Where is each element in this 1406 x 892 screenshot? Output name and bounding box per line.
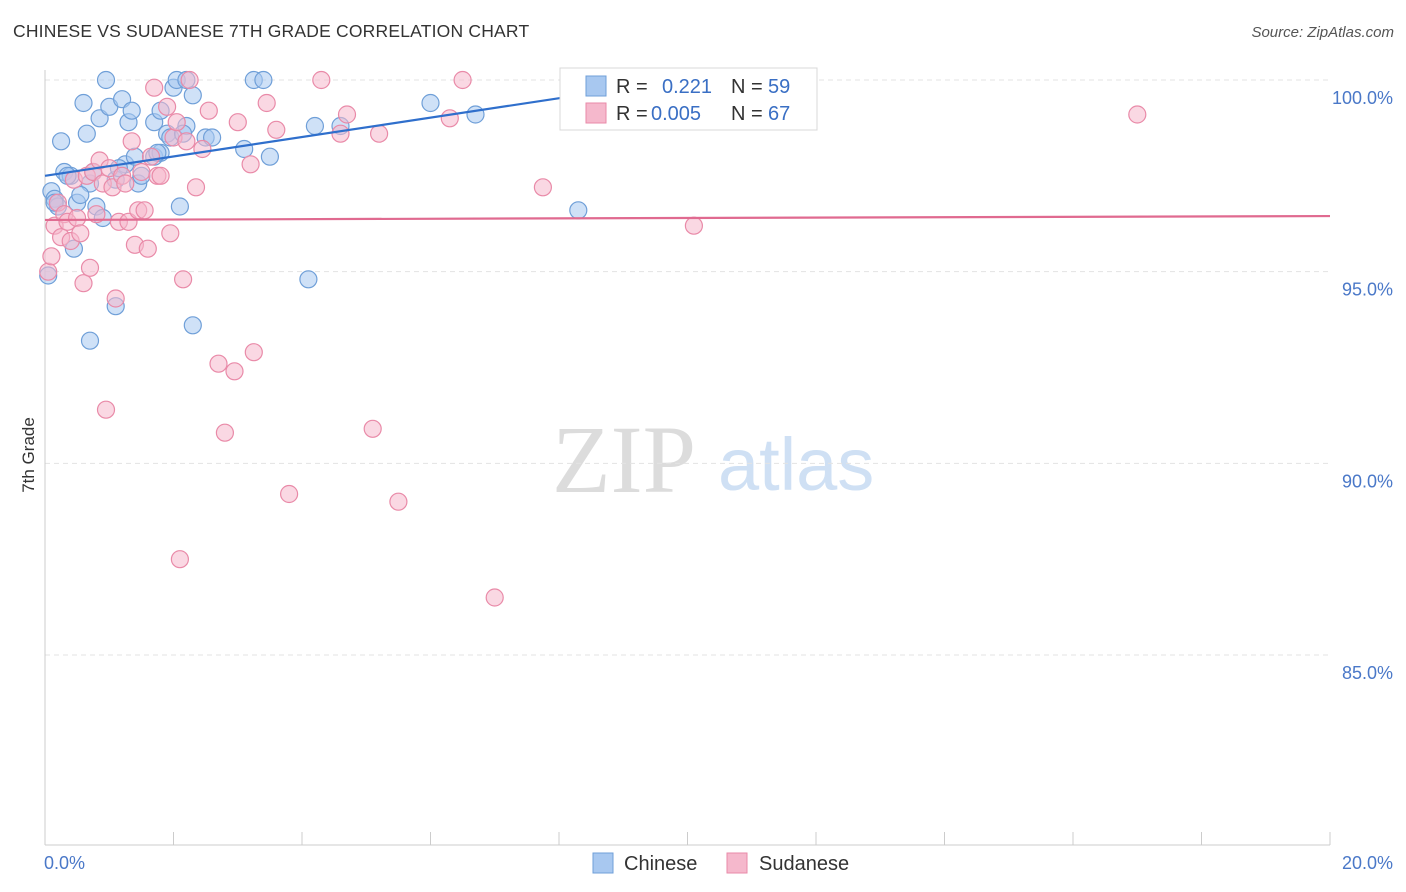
chinese-point [299, 270, 318, 289]
chinese-point [183, 86, 202, 105]
chinese-point [96, 70, 116, 90]
x-tick-label: 20.0% [1342, 853, 1393, 873]
sudanese-point [228, 113, 247, 132]
chinese-point [466, 105, 485, 124]
legend-chinese-swatch [592, 852, 614, 874]
sudanese-point [132, 162, 151, 182]
chinese-swatch [585, 75, 607, 97]
sudanese-trend-line [44, 214, 1331, 222]
axes: 100.0% 95.0% 90.0% 85.0% 0.0% 20.0% [44, 70, 1393, 873]
sudanese-n-label: N = [731, 103, 763, 125]
y-tick-label: 100.0% [1332, 88, 1393, 108]
sudanese-point [337, 105, 357, 124]
sudanese-point [174, 270, 193, 289]
y-tick-label: 85.0% [1342, 663, 1393, 683]
chinese-point [170, 197, 189, 216]
series-legend: Chinese Sudanese [592, 852, 849, 875]
source-credit: Source: ZipAtlas.com [1251, 24, 1394, 41]
y-tick-label: 90.0% [1342, 471, 1393, 491]
data-points [39, 70, 1147, 607]
chinese-point [77, 124, 96, 143]
chinese-point [235, 139, 254, 159]
chinese-trend-line [44, 94, 579, 177]
sudanese-point [96, 400, 116, 419]
sudanese-point [74, 274, 93, 293]
sudanese-point [485, 588, 504, 607]
sudanese-point [170, 550, 189, 569]
sudanese-point [331, 124, 350, 143]
sudanese-point [116, 174, 135, 193]
sudanese-point [106, 289, 125, 308]
sudanese-r-value: 0.005 [651, 103, 701, 125]
x-tick-label: 0.0% [44, 853, 85, 873]
sudanese-point [39, 262, 58, 281]
sudanese-point [209, 354, 228, 373]
sudanese-point [151, 166, 170, 185]
sudanese-point [145, 78, 164, 97]
legend-sudanese-label: Sudanese [759, 853, 849, 875]
chinese-point [254, 70, 273, 90]
chinese-point [305, 116, 324, 136]
chinese-n-label: N = [731, 76, 763, 98]
sudanese-point [225, 362, 244, 381]
sudanese-point [363, 419, 382, 438]
watermark-atlas: atlas [718, 423, 874, 506]
sudanese-point [71, 224, 90, 243]
sudanese-point [141, 147, 161, 166]
chinese-r-label: R = [616, 76, 648, 98]
chinese-point [122, 101, 141, 120]
chinese-point [74, 93, 93, 113]
sudanese-point [138, 239, 157, 258]
chinese-point [51, 132, 71, 151]
sudanese-point [533, 178, 553, 197]
chinese-point [183, 316, 202, 335]
sudanese-point [684, 216, 704, 235]
chinese-point [80, 331, 100, 350]
chinese-point [260, 147, 279, 166]
sudanese-point [186, 178, 206, 197]
sudanese-point [215, 423, 234, 442]
sudanese-point [1128, 105, 1147, 124]
chinese-point [569, 201, 588, 220]
sudanese-point [80, 258, 100, 277]
sudanese-point [280, 484, 299, 504]
chinese-point [71, 185, 90, 205]
sudanese-point [180, 70, 199, 90]
chinese-r-value: 0.221 [662, 76, 712, 98]
sudanese-point [42, 247, 61, 266]
sudanese-point [167, 113, 186, 132]
sudanese-point [161, 224, 180, 243]
legend-chinese-label: Chinese [624, 853, 697, 875]
sudanese-point [244, 343, 263, 362]
sudanese-swatch [585, 102, 607, 124]
sudanese-point [158, 97, 177, 116]
sudanese-point [453, 70, 472, 90]
sudanese-point [177, 132, 196, 151]
trend-lines [44, 94, 1331, 222]
sudanese-r-label: R = [616, 103, 648, 125]
sudanese-point [241, 155, 260, 174]
sudanese-point [389, 492, 408, 511]
sudanese-point [267, 120, 286, 139]
y-axis-label: 7th Grade [19, 417, 38, 493]
chart-title: CHINESE VS SUDANESE 7TH GRADE CORRELATIO… [13, 21, 530, 41]
y-tick-label: 95.0% [1342, 280, 1393, 300]
sudanese-point [257, 93, 276, 113]
sudanese-point [312, 70, 331, 90]
stats-legend: R = 0.221 N = 59 R = 0.005 N = 67 [559, 67, 818, 131]
sudanese-point [67, 208, 87, 228]
sudanese-point [122, 132, 141, 151]
sudanese-point [193, 139, 212, 159]
chinese-point [421, 93, 440, 113]
sudanese-point [370, 124, 389, 143]
chinese-n-value: 59 [768, 76, 790, 98]
sudanese-n-value: 67 [768, 103, 790, 125]
watermark-zip: ZIP [552, 406, 696, 513]
legend-sudanese-swatch [726, 852, 748, 874]
sudanese-point [199, 101, 218, 120]
sudanese-point [440, 109, 459, 128]
sudanese-point [135, 201, 154, 220]
sudanese-point [87, 205, 106, 224]
